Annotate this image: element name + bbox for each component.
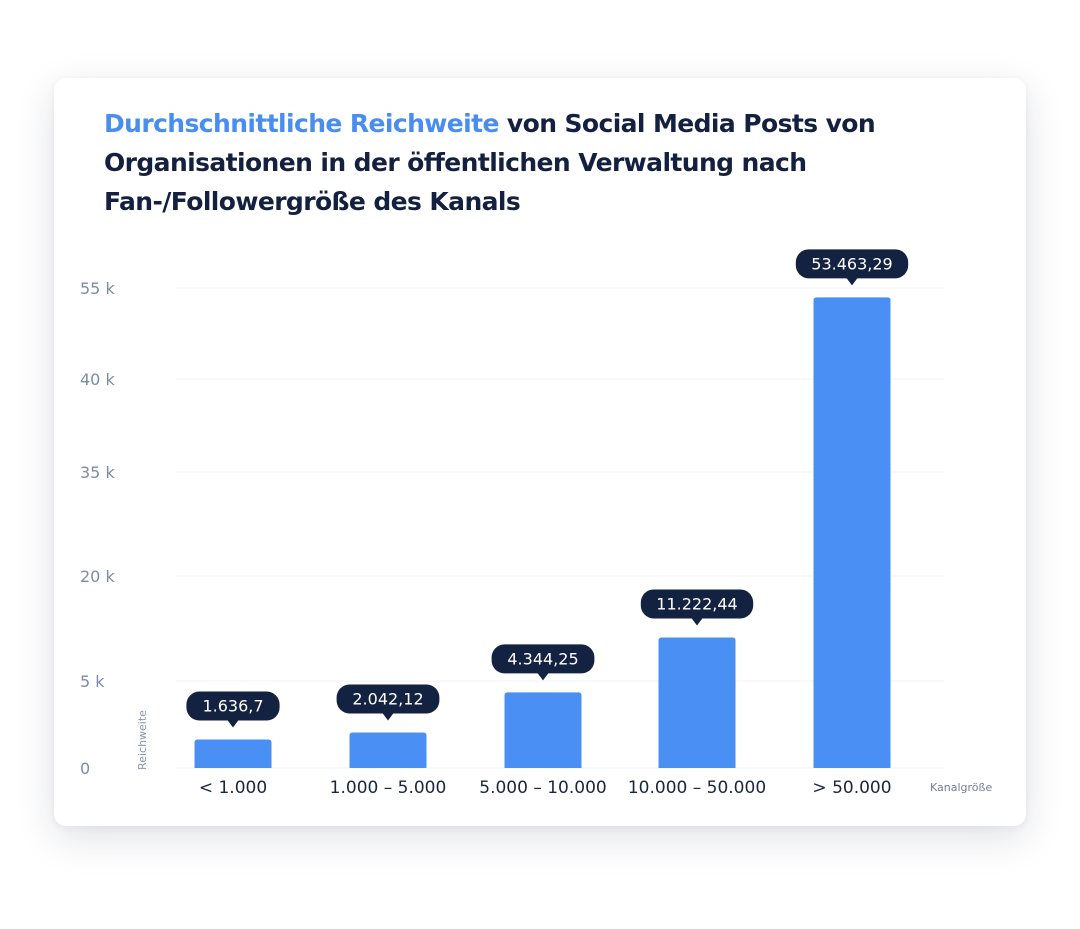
data-label-pointer [691, 617, 703, 626]
x-tick-label: 10.000 – 50.000 [628, 778, 766, 798]
data-label: 1.636,7 [186, 691, 280, 728]
y-tick-label: 20 k [80, 567, 115, 586]
bar [349, 732, 427, 768]
data-label-text: 53.463,29 [811, 254, 892, 273]
data-label-bubble [186, 691, 280, 721]
x-axis-label: Kanalgröße [930, 781, 992, 794]
x-axis-ticks: < 1.000 1.000 – 5.000 5.000 – 10.000 10.000… [199, 778, 892, 798]
data-label: 53.463,29 [795, 249, 909, 286]
data-label-text: 2.042,12 [352, 689, 423, 708]
data-label-text: 1.636,7 [202, 697, 263, 716]
y-tick-label: 0 [80, 759, 90, 778]
x-tick-label: 5.000 – 10.000 [479, 778, 606, 798]
bar [504, 692, 582, 768]
y-tick-label: 55 k [80, 279, 115, 298]
data-label-bubble [640, 589, 754, 619]
data-label-pointer [537, 672, 549, 681]
data-label-bubble [491, 644, 595, 674]
data-label-pointer [382, 712, 394, 721]
x-tick-label: < 1.000 [199, 778, 267, 798]
data-label: 11.222,44 [640, 589, 754, 626]
data-label-text: 4.344,25 [507, 649, 578, 668]
y-tick-label: 35 k [80, 463, 115, 482]
bar [658, 637, 736, 768]
y-tick-label: 40 k [80, 370, 115, 389]
chart-title-rest: von Social Media Posts von Organisatione… [104, 109, 876, 216]
data-label-bubble [336, 684, 440, 714]
chart-title: Durchschnittliche Reichweite von Social … [104, 104, 924, 221]
data-labels: 1.636,7 2.042,12 4.344,25 11.222,44 53.463,2… [186, 249, 909, 728]
data-label-pointer [846, 277, 858, 286]
x-tick-label: 1.000 – 5.000 [330, 778, 447, 798]
bar [194, 739, 272, 768]
data-label-pointer [227, 719, 239, 728]
y-axis-ticks: 0 5 k 20 k 35 k 40 k 55 k [80, 279, 115, 778]
bars [194, 297, 891, 768]
y-tick-label: 5 k [80, 672, 105, 691]
x-tick-label: > 50.000 [812, 778, 891, 798]
data-label: 2.042,12 [336, 684, 440, 721]
y-axis-label: Reichweite [136, 710, 149, 770]
data-label-bubble [795, 249, 909, 279]
data-label-text: 11.222,44 [656, 594, 737, 613]
chart-title-highlight: Durchschnittliche Reichweite [104, 109, 499, 138]
bar [813, 297, 891, 768]
data-label: 4.344,25 [491, 644, 595, 681]
